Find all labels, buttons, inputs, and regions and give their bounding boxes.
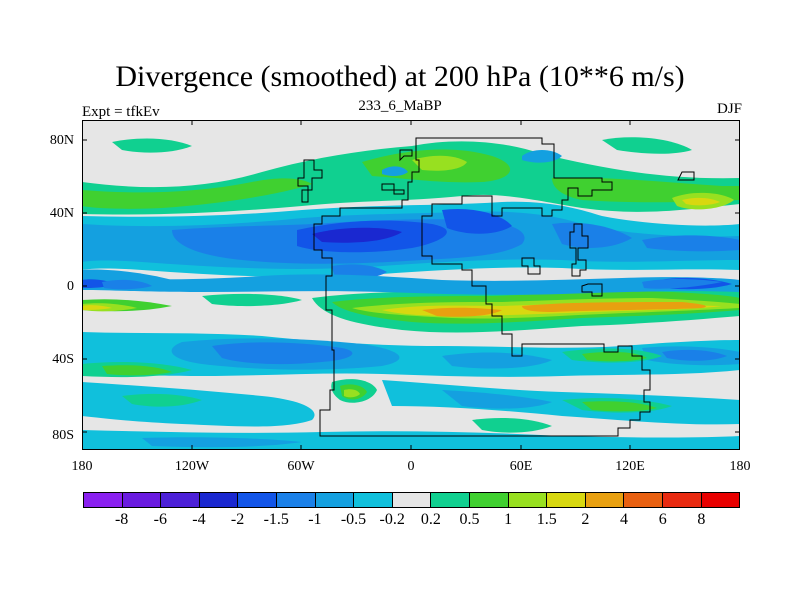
colorbar-swatch <box>431 493 470 507</box>
divergence-map <box>82 120 740 450</box>
colorbar-level-label: 0.5 <box>459 511 480 528</box>
contour-region <box>82 382 315 427</box>
x-tick-label: 120E <box>615 459 645 474</box>
colorbar-swatch <box>315 493 355 507</box>
colorbar-level-label: 6 <box>658 511 667 528</box>
x-tick-label: 120W <box>174 459 210 474</box>
colorbar-level-label: 1.5 <box>536 511 557 528</box>
colorbar-level-label: -6 <box>153 511 167 528</box>
contour-region <box>212 342 353 365</box>
contour-region <box>142 437 302 448</box>
colorbar-swatch <box>662 493 702 507</box>
contour-region <box>422 307 502 317</box>
colorbar-level-label: 1 <box>504 511 513 528</box>
colorbar-swatch <box>276 493 316 507</box>
continent-outline-4 <box>569 223 589 277</box>
x-tick-label: 0 <box>407 459 415 474</box>
contour-region <box>382 166 408 176</box>
colorbar-level-label: -0.2 <box>379 511 405 528</box>
contour-region <box>522 302 706 312</box>
contour-region <box>442 208 512 234</box>
contour-region <box>344 389 360 398</box>
colorbar-level-label: 8 <box>697 511 706 528</box>
colorbar-level-label: 4 <box>620 511 629 528</box>
colorbar-swatch <box>392 493 432 507</box>
continent-outline-6 <box>399 149 413 162</box>
contour-region <box>112 138 192 153</box>
colorbar-swatch <box>122 493 162 507</box>
x-tick-label: 180 <box>729 459 751 474</box>
contour-region <box>442 352 552 369</box>
colorbar-swatch <box>508 493 548 507</box>
colorbar-level-label: -4 <box>192 511 206 528</box>
continent-outline-7 <box>521 257 541 275</box>
colorbar-level-label: -8 <box>114 511 129 528</box>
season-label: DJF <box>716 101 742 117</box>
contour-region <box>102 279 152 290</box>
colorbar-swatch <box>624 493 663 507</box>
contour-region <box>102 365 172 376</box>
continent-outline-2 <box>297 159 323 203</box>
colorbar-level-label: -1.5 <box>263 511 289 528</box>
y-tick-label: 40N <box>49 206 74 221</box>
y-tick-label: 80S <box>52 428 74 443</box>
continent-outline-5 <box>581 283 603 297</box>
contour-region <box>202 293 302 307</box>
contour-fill-layer <box>82 120 740 450</box>
colorbar-swatch <box>238 493 277 507</box>
contour-region <box>662 349 727 361</box>
contour-region <box>682 197 720 206</box>
continent-outline <box>313 137 651 437</box>
colorbar-level-label: -2 <box>230 511 245 528</box>
contour-region <box>472 418 552 433</box>
contour-region <box>642 279 722 289</box>
colorbar-level-label: -1 <box>308 511 322 528</box>
colorbar-level-label: -0.5 <box>340 511 367 528</box>
contour-region <box>122 393 202 407</box>
colorbar <box>83 492 740 508</box>
contour-region <box>582 401 657 412</box>
contour-region <box>312 227 402 243</box>
contour-region <box>382 380 740 425</box>
case-label: 233_6_MaBP <box>358 98 442 114</box>
colorbar-level-label: 2 <box>581 511 590 528</box>
axis-ticks <box>82 120 740 450</box>
contour-region <box>82 274 740 295</box>
colorbar-swatch <box>585 493 625 507</box>
contour-region <box>412 155 467 171</box>
colorbar-swatch <box>701 493 740 507</box>
x-tick-label: 60E <box>509 459 533 474</box>
contour-region <box>522 150 562 163</box>
contour-region <box>642 235 740 252</box>
colorbar-swatch <box>84 493 123 507</box>
plot-title: Divergence (smoothed) at 200 hPa (10**6 … <box>115 60 685 93</box>
contour-region <box>82 305 112 310</box>
colorbar-swatch <box>469 493 509 507</box>
contour-region <box>82 178 312 209</box>
experiment-label: Expt = tfkEv <box>82 104 160 120</box>
colorbar-swatch <box>547 493 586 507</box>
contour-region <box>442 390 552 409</box>
contour-region <box>582 351 647 362</box>
contour-region <box>602 137 692 154</box>
y-tick-label: 40S <box>52 352 74 367</box>
colorbar-level-label: 0.2 <box>420 511 441 528</box>
continent-outline-3 <box>381 183 405 195</box>
colorbar-swatch <box>354 493 393 507</box>
y-tick-label: 80N <box>49 133 74 148</box>
x-tick-label: 60W <box>287 459 315 474</box>
colorbar-swatch <box>161 493 200 507</box>
contour-region <box>552 222 632 248</box>
colorbar-swatch <box>199 493 239 507</box>
y-tick-label: 0 <box>67 279 74 294</box>
x-tick-label: 180 <box>71 459 93 474</box>
continent-outline-8 <box>677 171 695 181</box>
